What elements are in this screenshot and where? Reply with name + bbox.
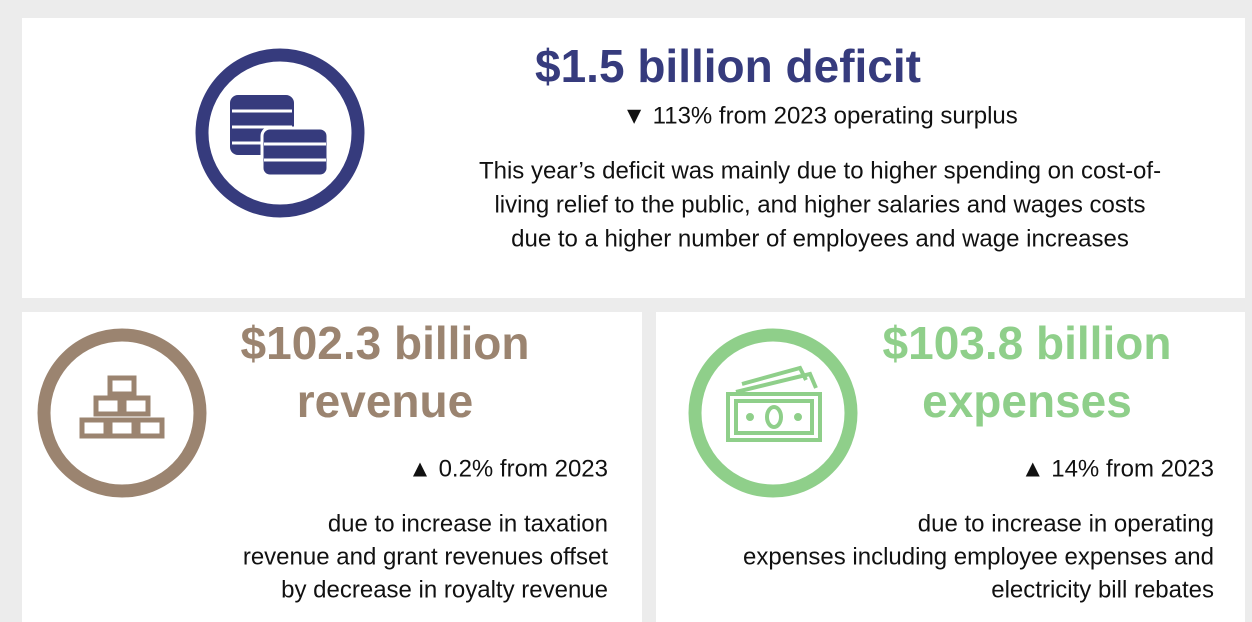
banknote-icon [688, 328, 858, 498]
deficit-description: due to a higher number of employees and … [511, 225, 1129, 252]
expenses-description: electricity bill rebates [991, 576, 1214, 603]
revenue-description: due to increase in taxation [328, 510, 608, 537]
deficit-description: This year’s deficit was mainly due to hi… [479, 157, 1161, 184]
deficit-headline: $1.5 billion deficit [535, 40, 921, 92]
deficit-card [22, 18, 1245, 298]
expenses-description: expenses including employee expenses and [743, 543, 1214, 570]
expenses-headline: expenses [922, 375, 1132, 427]
deficit-description: living relief to the public, and higher … [494, 191, 1145, 218]
revenue-description: by decrease in royalty revenue [281, 576, 608, 603]
coins-icon [195, 48, 365, 218]
expenses-card [656, 312, 1245, 622]
expenses-headline: $103.8 billion [883, 317, 1172, 369]
revenue-description: revenue and grant revenues offset [243, 543, 608, 570]
revenue-card [22, 312, 642, 622]
deficit-change: ▼ 113% from 2023 operating surplus [622, 102, 1018, 129]
revenue-change: ▲ 0.2% from 2023 [408, 455, 608, 482]
expenses-change: ▲ 14% from 2023 [1021, 455, 1214, 482]
revenue-headline: revenue [297, 375, 473, 427]
expenses-description: due to increase in operating [918, 510, 1214, 537]
revenue-headline: $102.3 billion [241, 317, 530, 369]
gold-bars-icon [37, 328, 207, 498]
